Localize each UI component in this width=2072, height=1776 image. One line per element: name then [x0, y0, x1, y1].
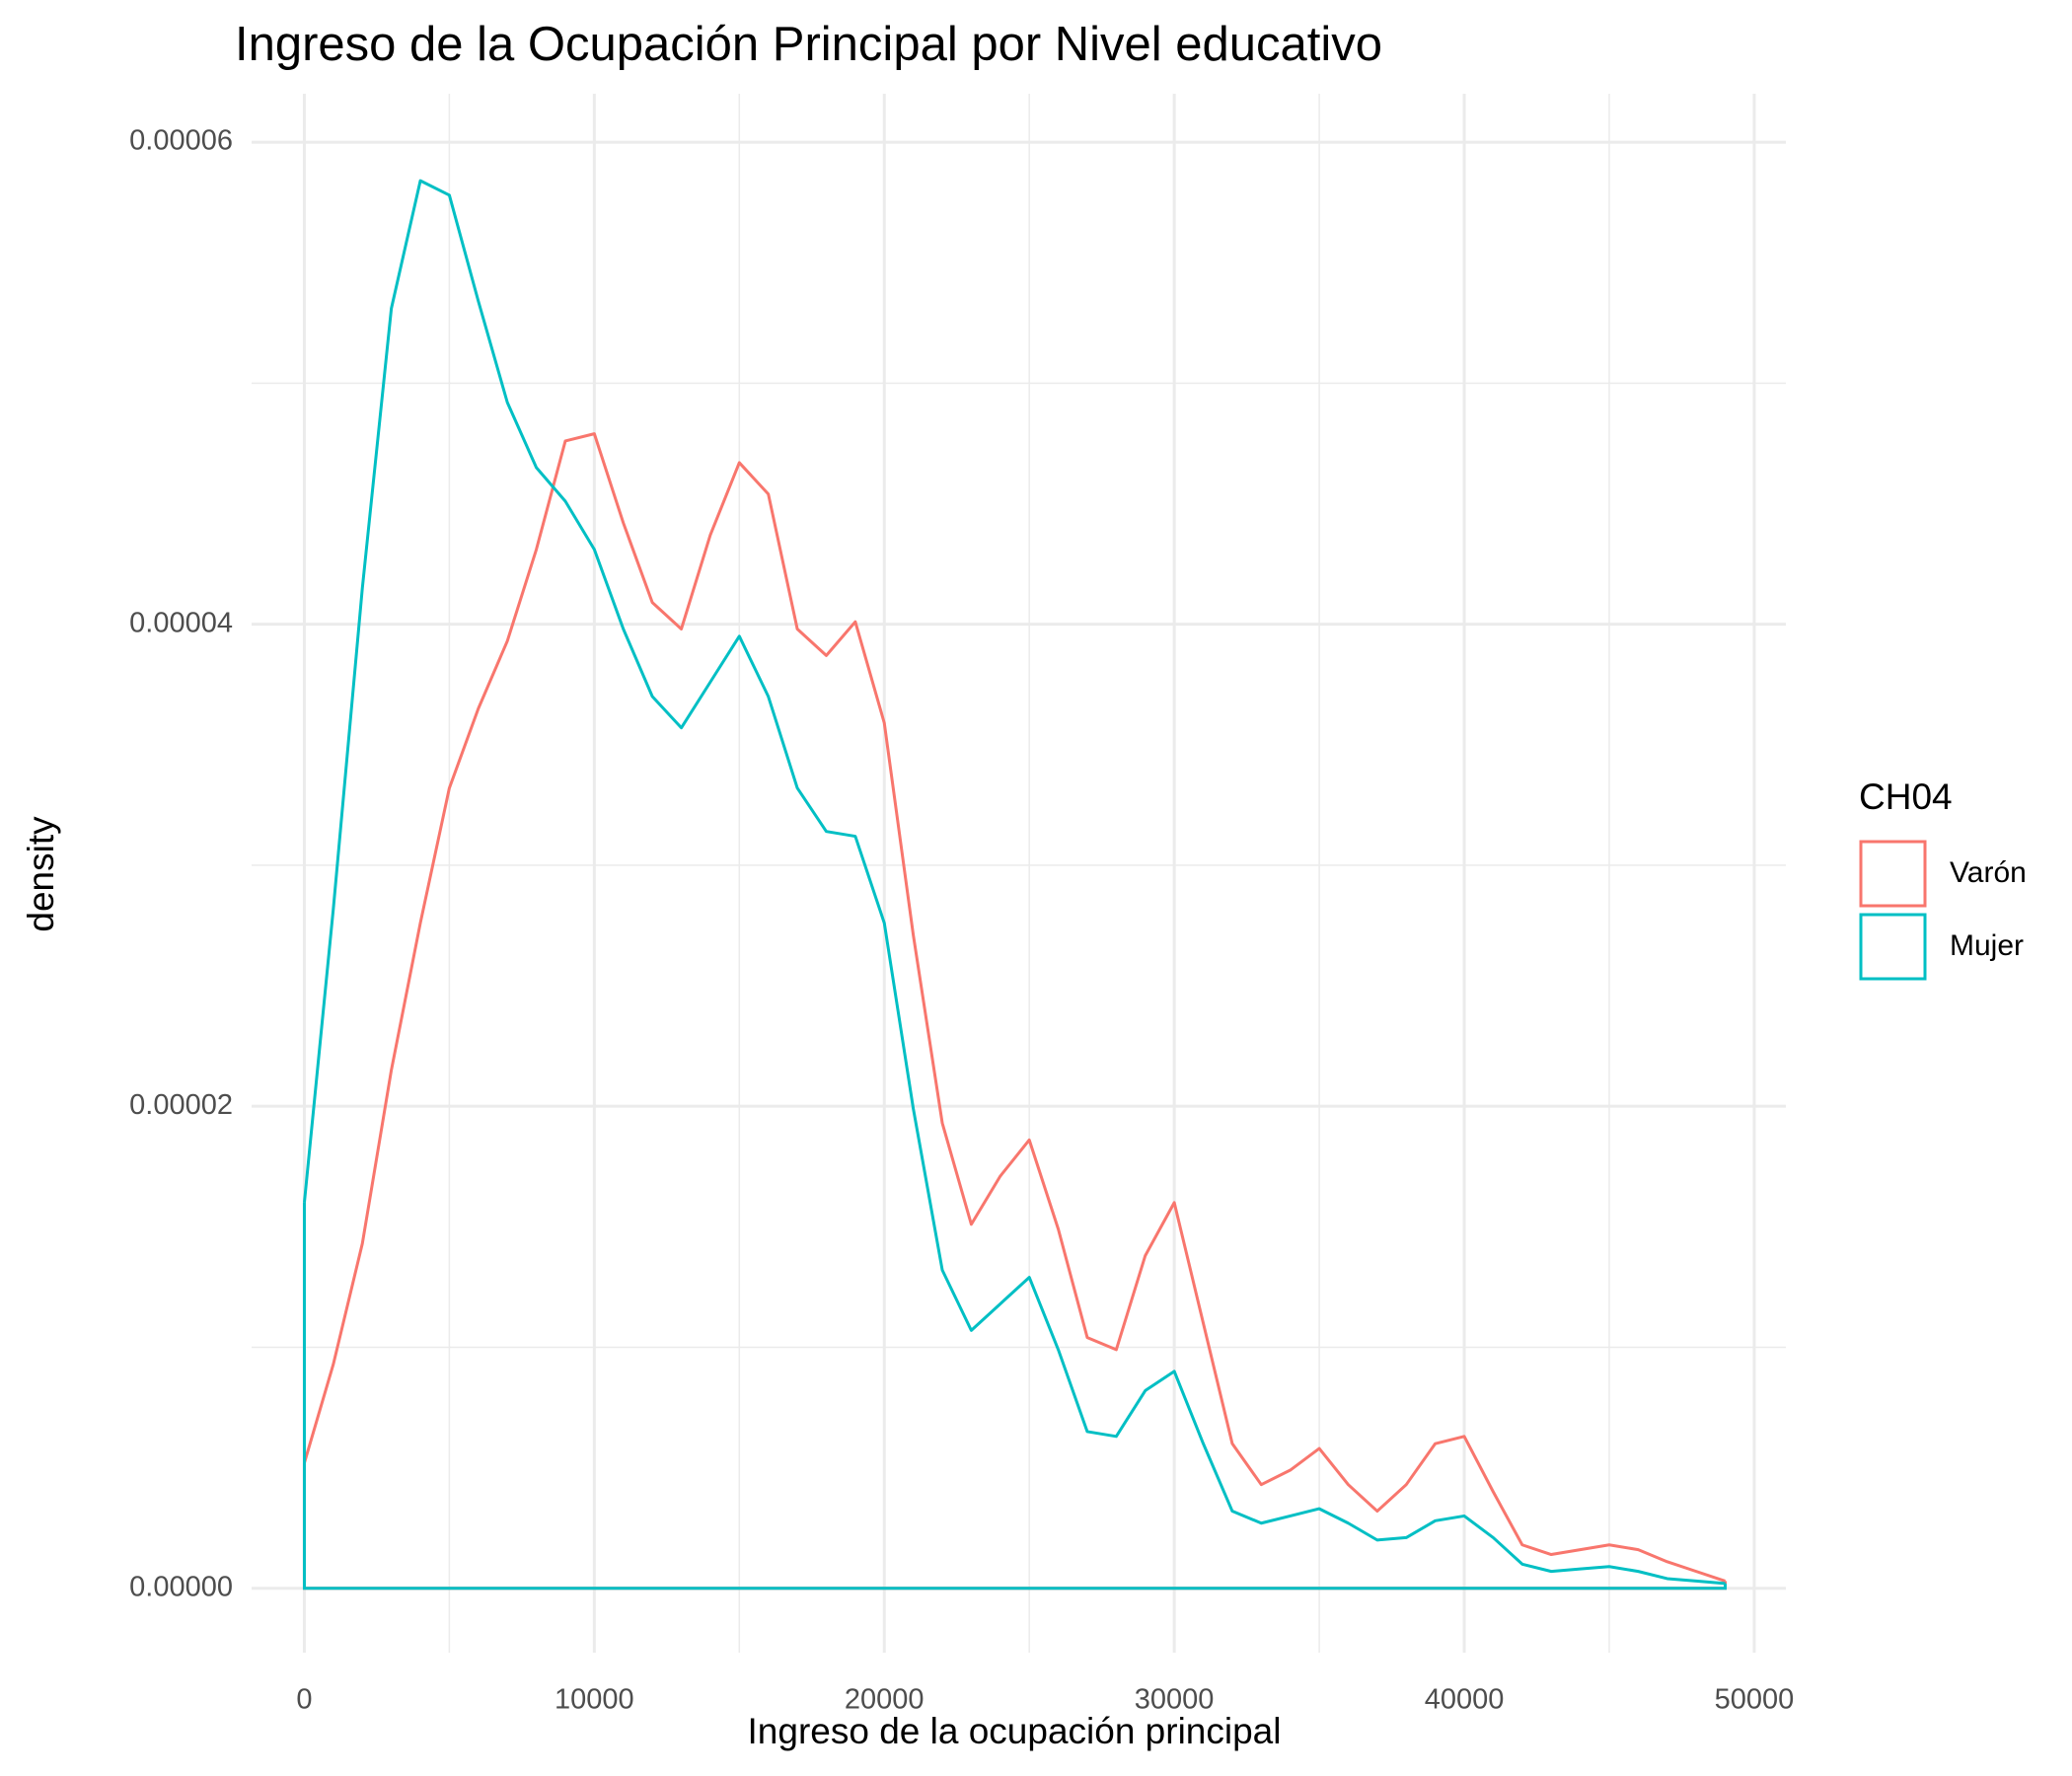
- legend-key: [1859, 840, 1927, 908]
- x-tick-label: 0: [296, 1684, 312, 1716]
- density-line: [303, 432, 1727, 1583]
- x-tick-label: 50000: [1715, 1684, 1795, 1716]
- y-tick-label: 0.00002: [129, 1089, 233, 1121]
- y-tick-label: 0.00004: [129, 607, 233, 638]
- legend-key: [1859, 913, 1927, 981]
- y-axis-title: density: [21, 816, 61, 932]
- legend-label: Varón: [1950, 856, 2027, 889]
- x-tick-label: 10000: [555, 1684, 634, 1716]
- x-tick-label: 30000: [1135, 1684, 1215, 1716]
- legend-title: CH04: [1859, 777, 1953, 817]
- density-line: [302, 179, 1726, 1586]
- chart-title: Ingreso de la Ocupación Principal por Ni…: [235, 18, 1382, 71]
- density-outline: [302, 1202, 1728, 1591]
- legend-label: Mujer: [1950, 929, 2024, 962]
- x-tick-label: 20000: [845, 1684, 925, 1716]
- x-tick-label: 40000: [1425, 1684, 1505, 1716]
- y-tick-label: 0.00006: [129, 125, 233, 157]
- x-axis-title: Ingreso de la ocupación principal: [748, 1711, 1282, 1751]
- y-tick-label: 0.00000: [129, 1571, 233, 1602]
